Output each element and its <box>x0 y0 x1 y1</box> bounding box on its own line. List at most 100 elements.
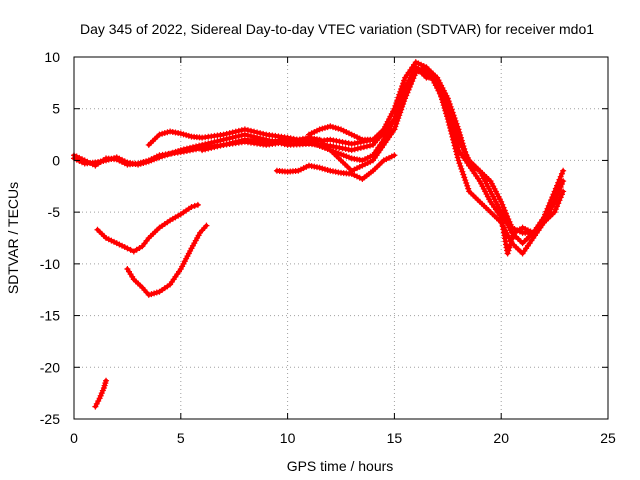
data-point <box>113 240 120 247</box>
data-point <box>456 160 463 167</box>
y-tick-label: -25 <box>40 411 60 427</box>
data-point <box>205 140 212 147</box>
data-point <box>415 68 422 75</box>
data-point <box>453 138 460 145</box>
data-point <box>251 128 258 135</box>
y-tick-label: 10 <box>44 49 60 65</box>
data-point <box>462 177 469 184</box>
data-point <box>202 141 209 148</box>
data-point <box>560 178 567 185</box>
data-point <box>455 157 462 164</box>
data-point <box>551 209 558 216</box>
data-point <box>394 117 401 124</box>
data-point <box>111 238 118 245</box>
data-point <box>519 224 526 231</box>
data-point <box>459 168 466 175</box>
data-point <box>463 154 470 161</box>
data-point <box>343 128 350 135</box>
data-point <box>108 155 115 162</box>
data-point <box>418 66 425 73</box>
data-point <box>464 182 471 189</box>
y-axis-label: SDTVAR / TECUs <box>5 182 21 294</box>
data-layer <box>71 59 567 410</box>
data-point <box>145 158 152 165</box>
data-point <box>316 126 323 133</box>
data-point <box>408 81 415 88</box>
data-point <box>354 165 361 172</box>
x-tick-label: 15 <box>387 430 403 446</box>
data-point <box>208 139 215 146</box>
y-tick-label: -20 <box>40 359 60 375</box>
data-point <box>397 109 404 116</box>
data-point <box>332 124 339 131</box>
data-point <box>321 124 328 131</box>
data-point <box>177 130 184 137</box>
data-point <box>504 213 511 220</box>
data-point <box>116 241 123 248</box>
data-point <box>164 151 171 158</box>
data-point <box>400 101 407 108</box>
data-point <box>560 188 567 195</box>
data-point <box>183 145 190 152</box>
series-arc-lower-mid <box>273 152 398 183</box>
data-point <box>399 103 406 110</box>
data-point <box>375 134 382 141</box>
data-point <box>121 244 128 251</box>
data-point <box>474 166 481 173</box>
data-point <box>451 132 458 139</box>
data-point <box>453 151 460 158</box>
data-point <box>420 65 427 72</box>
data-point <box>462 148 469 155</box>
data-point <box>545 202 552 209</box>
plot-frame <box>73 56 609 420</box>
data-point <box>395 115 402 122</box>
data-point <box>412 69 419 76</box>
data-point <box>403 92 410 99</box>
data-point <box>362 161 369 168</box>
data-point <box>247 127 254 134</box>
data-point <box>156 131 163 138</box>
series-arc-upper-mid <box>305 123 398 143</box>
data-point <box>500 204 507 211</box>
data-point <box>180 131 187 138</box>
data-point <box>498 198 505 205</box>
data-point <box>338 126 344 133</box>
data-point <box>555 200 562 207</box>
series-arc-main-4 <box>199 64 567 257</box>
data-point <box>544 205 551 212</box>
data-point <box>548 197 555 204</box>
data-point <box>450 112 457 119</box>
data-point <box>363 143 370 150</box>
data-point <box>351 172 358 179</box>
data-point <box>556 186 563 193</box>
data-point <box>156 154 163 161</box>
data-point <box>458 137 465 144</box>
data-point <box>346 130 353 137</box>
data-point <box>396 112 403 119</box>
data-point <box>406 83 413 90</box>
data-point <box>235 133 242 140</box>
data-point <box>161 152 168 159</box>
data-point <box>137 160 144 167</box>
data-point <box>79 159 86 166</box>
data-point <box>308 130 315 137</box>
data-point <box>499 201 506 208</box>
data-point <box>251 133 258 140</box>
data-point <box>367 153 374 160</box>
data-point <box>386 154 393 161</box>
data-point <box>362 156 369 163</box>
data-point <box>177 147 184 154</box>
data-point <box>557 184 564 191</box>
data-point <box>164 129 171 136</box>
data-point <box>348 131 355 138</box>
data-point <box>555 189 562 196</box>
x-tick-label: 25 <box>600 430 616 446</box>
x-axis-label: GPS time / hours <box>287 458 394 474</box>
data-point <box>445 98 452 105</box>
data-point <box>313 127 320 134</box>
data-point <box>464 157 471 164</box>
data-point <box>451 115 458 122</box>
data-point <box>235 127 242 134</box>
data-point <box>119 242 126 249</box>
data-point <box>124 245 131 252</box>
